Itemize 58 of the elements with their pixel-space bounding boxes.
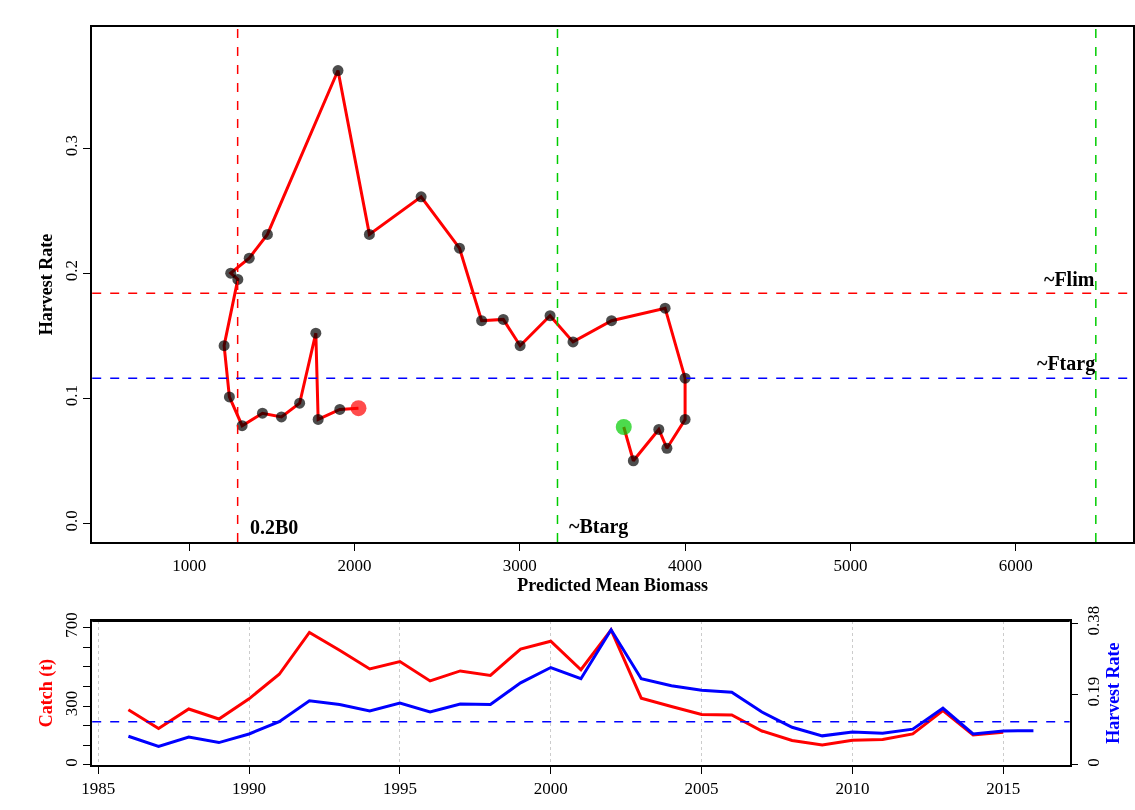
y-tick-label: 0.1 [61,385,81,407]
point [659,302,671,314]
y2-tick-label: 0.38 [1083,605,1103,636]
x-tick-label: 2010 [835,779,870,799]
x-axis-title: Predicted Mean Biomass [517,575,708,596]
x-tick-label: 4000 [668,556,703,576]
point [256,407,268,419]
ref-line-label: 0.2B0 [250,516,299,538]
point [261,228,273,240]
y2-tick-label: 0.19 [1083,676,1103,707]
y2-axis-title: Harvest Rate [1102,642,1123,744]
x-tick-label: 6000 [998,556,1033,576]
y-tick-label: 0.3 [61,134,81,157]
x-tick-label: 1985 [81,779,116,799]
point [606,315,618,327]
x-tick-label: 1990 [232,779,267,799]
y2-tick-label: 0 [1083,758,1103,767]
point [627,455,639,467]
ref-line-label: ~Btarg [569,515,629,538]
point [243,252,255,264]
point [661,442,673,454]
y-tick-label: 0.2 [61,259,81,282]
x-tick-label: 2000 [533,779,568,799]
y-tick-label: 0.0 [61,510,81,532]
y-tick-label: 0 [61,758,81,767]
point [236,420,248,432]
x-tick-label: 1000 [172,556,207,576]
x-tick-label: 3000 [502,556,537,576]
x-tick-label: 2000 [337,556,372,576]
point [679,413,691,425]
x-tick-label: 1995 [382,779,417,799]
point [332,65,344,77]
point [334,403,346,415]
point [497,313,509,325]
point [310,327,322,339]
y-tick-label: 700 [61,612,81,638]
y-tick-label: 300 [61,690,81,717]
point [232,273,244,285]
point [544,310,556,322]
point [514,340,526,352]
point [415,191,427,203]
point [223,391,235,403]
point [453,242,465,254]
ref-line-label: ~Flim [1044,268,1095,290]
x-tick-label: 2005 [684,779,719,799]
point [275,411,287,423]
point [567,336,579,348]
x-tick-label: 5000 [833,556,868,576]
y-axis-title: Harvest Rate [36,233,57,336]
point [476,315,488,327]
point [312,413,324,425]
point [218,340,230,352]
point [294,397,306,409]
ref-line-label: ~Ftarg [1037,352,1096,375]
x-tick-label: 2015 [986,779,1021,799]
point [653,423,665,435]
y-axis-title: Catch (t) [36,658,58,728]
point [363,228,375,240]
